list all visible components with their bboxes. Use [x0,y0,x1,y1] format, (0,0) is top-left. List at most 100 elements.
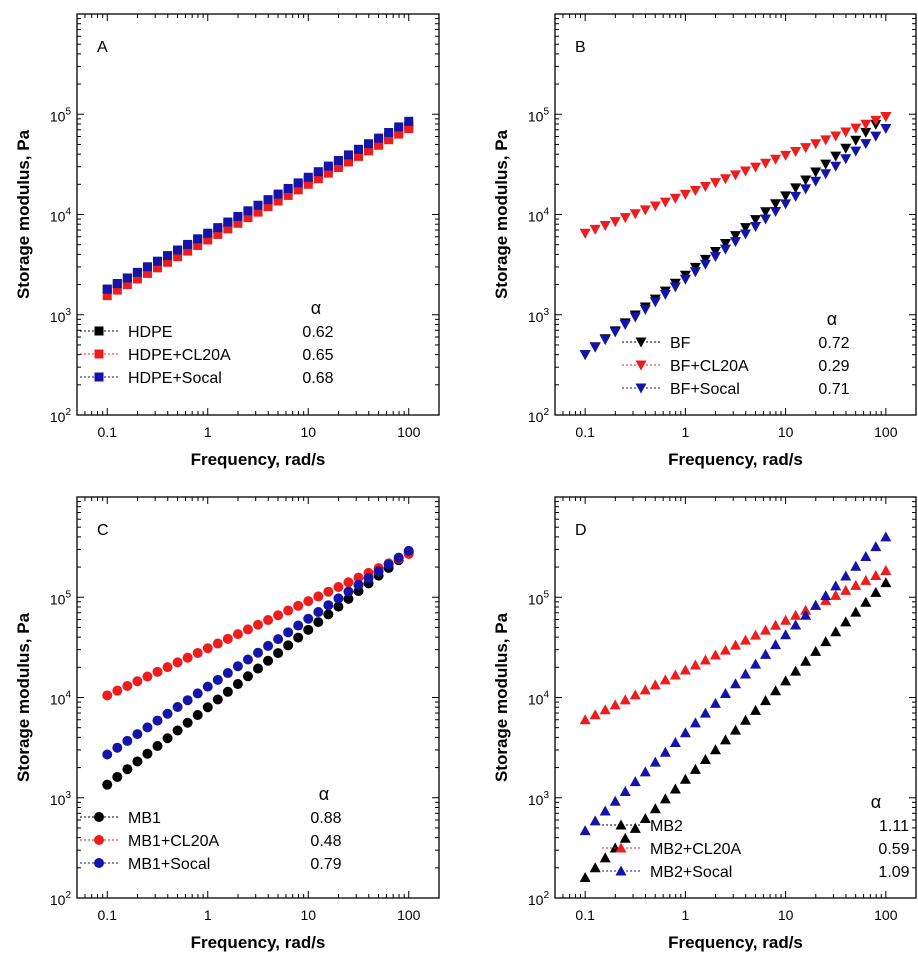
data-point [629,209,641,220]
data-point [629,822,641,833]
data-point [850,123,862,134]
data-point [233,211,243,221]
data-point [112,771,123,782]
y-tick-exponent: 3 [543,307,549,318]
y-tick-label: 105 [50,106,72,124]
data-point [669,193,681,204]
data-point [102,779,113,790]
y-tick-label: 104 [528,207,550,225]
data-point [112,685,123,696]
data-point [820,636,832,647]
data-point [740,634,752,645]
data-point [679,773,691,784]
data-point [750,222,762,233]
legend: BF 0.72 BF+CL20A 0.29 BF+Socal 0.71 [622,335,850,398]
alpha-header: α [871,792,881,812]
data-point [313,617,324,628]
data-point [840,143,852,154]
panel-label: D [575,522,587,539]
legend-marker [94,349,104,359]
y-tick-base: 10 [50,108,66,124]
y-tick-exponent: 2 [543,407,549,418]
data-point [719,644,731,655]
data-point [374,133,384,143]
data-point [102,749,113,760]
data-point [273,610,284,621]
y-tick-base: 10 [50,692,66,708]
data-point [182,695,193,706]
data-point [699,259,711,270]
data-point [649,297,661,308]
axis-ticks [554,14,917,416]
data-point [770,685,782,696]
alpha-header: α [827,309,837,329]
series-mb2-cl20a [579,564,892,725]
data-point [659,289,671,300]
data-point [840,584,852,595]
y-tick-base: 10 [528,692,544,708]
y-tick-exponent: 3 [543,790,549,801]
plot-frame [554,13,917,416]
legend: MB2 1.11 MB2+CL20A 0.59 MB2+Socal 1.09 [602,818,910,881]
data-point [173,245,183,255]
series-bf-cl20a [579,111,892,239]
data-point [343,586,354,597]
data-point [122,735,133,746]
data-point [132,729,143,740]
x-axis-title: Frequency, rad/s [191,450,326,469]
data-point [163,251,173,261]
data-point [699,707,711,718]
y-tick-label: 104 [50,690,72,708]
legend-marker [94,326,104,336]
data-point [132,267,142,277]
data-point [142,748,153,759]
y-axis-title: Storage modulus, Pa [14,612,33,782]
legend-label: MB2+CL20A [650,841,741,858]
data-point [770,206,782,217]
data-point [599,335,611,346]
x-tick-label: 0.1 [98,424,118,440]
data-point [599,805,611,816]
data-point [303,613,314,624]
data-point [599,704,611,715]
data-point [132,756,143,767]
data-point [609,217,621,228]
y-tick-base: 10 [528,409,544,425]
data-point [810,139,822,150]
legend-marker [615,842,627,853]
y-tick-exponent: 2 [65,407,71,418]
x-tick-label: 1 [204,907,212,923]
data-point [850,135,862,146]
legend-label: HDPE+CL20A [128,347,231,364]
data-point [750,629,762,640]
y-tick-exponent: 2 [543,890,549,901]
data-point [870,541,882,552]
data-point [780,199,792,210]
y-tick-exponent: 3 [65,790,71,801]
data-point [232,661,243,672]
y-tick-base: 10 [528,309,544,325]
legend-alpha-value: 1.11 [879,818,909,835]
data-point [142,262,152,272]
legend-marker [635,383,647,394]
data-point [850,560,862,571]
data-point [850,579,862,590]
data-point [212,638,223,649]
data-point [343,157,353,167]
data-point [293,600,304,611]
data-point [639,205,651,216]
data-point [790,183,802,194]
legend-label: HDPE+Socal [128,370,222,387]
y-tick-exponent: 5 [543,589,549,600]
legend-marker [94,372,104,382]
y-tick-exponent: 5 [65,106,71,117]
data-point [709,178,721,189]
data-point [780,191,792,202]
data-point [860,127,872,138]
data-point [253,663,263,674]
data-point [699,182,711,193]
x-axis-title: Frequency, rad/s [191,933,326,952]
y-tick-exponent: 2 [65,890,71,901]
